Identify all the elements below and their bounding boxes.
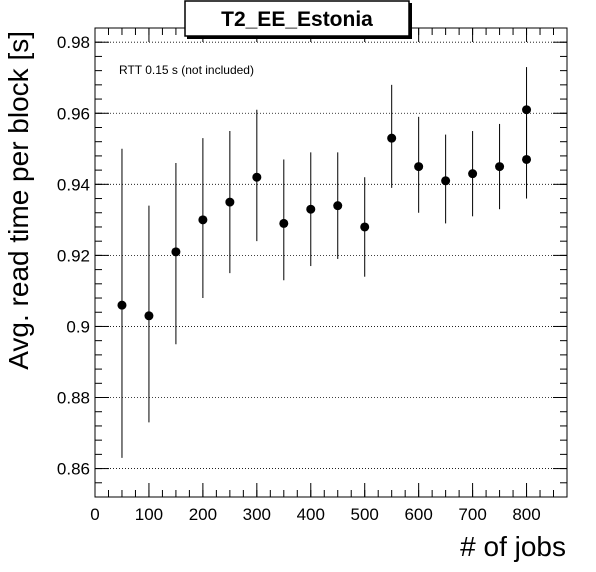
data-point: [441, 176, 451, 186]
title-box-frame: [184, 0, 410, 37]
x-tick-label: 600: [404, 505, 432, 524]
grid-lines: [95, 41, 567, 469]
x-tick-label: 200: [189, 505, 217, 524]
y-tick-label: 0.86: [57, 460, 90, 479]
y-tick-label: 0.9: [66, 317, 90, 336]
y-tick-label: 0.94: [57, 175, 90, 194]
data-point: [198, 215, 208, 225]
data-point: [225, 197, 235, 207]
chart-title: T2_EE_Estonia: [221, 8, 373, 31]
data-point: [522, 154, 532, 164]
y-tick-label: 0.98: [57, 33, 90, 52]
data-points: [117, 105, 532, 321]
y-tick-label: 0.88: [57, 389, 90, 408]
x-axis-title: # of jobs: [460, 531, 566, 562]
data-point: [333, 201, 343, 211]
title-box: T2_EE_Estonia: [184, 0, 412, 39]
x-tick-label: 700: [458, 505, 486, 524]
data-point: [117, 300, 127, 310]
data-point: [414, 162, 424, 172]
error-bars: [121, 67, 528, 458]
plot-frame: [94, 27, 568, 498]
tick-labels: 0.86 0.88 0.9 0.92 0.94 0.96 0.98 0 100 200 300 400…: [57, 33, 541, 524]
axis-ticks: [94, 27, 568, 498]
x-tick-label: 100: [135, 505, 163, 524]
data-point: [306, 204, 316, 214]
data-point: [279, 218, 289, 228]
x-tick-label: 500: [351, 505, 379, 524]
data-point: [387, 133, 397, 143]
y-tick-label: 0.92: [57, 246, 90, 265]
data-point: [522, 105, 532, 115]
data-point: [360, 222, 370, 232]
x-tick-label: 400: [297, 505, 325, 524]
data-point: [495, 162, 505, 172]
data-point: [144, 311, 154, 321]
data-point: [171, 247, 181, 257]
data-point: [468, 169, 478, 179]
rtt-annotation: RTT 0.15 s (not included): [119, 63, 254, 77]
x-tick-label: 0: [90, 505, 99, 524]
x-tick-label: 800: [512, 505, 540, 524]
data-point: [252, 172, 262, 182]
y-axis-title: Avg. read time per block [s]: [3, 31, 34, 370]
x-tick-label: 300: [243, 505, 271, 524]
y-tick-label: 0.96: [57, 104, 90, 123]
